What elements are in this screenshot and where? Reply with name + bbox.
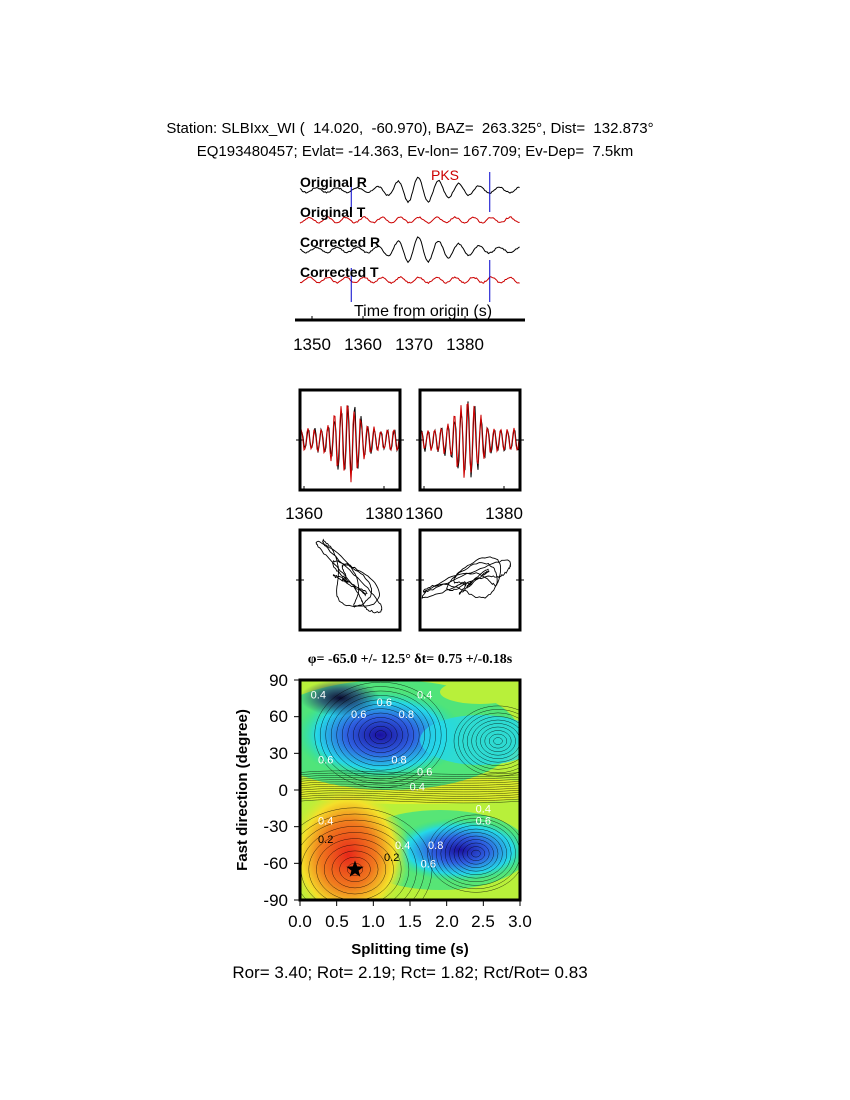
contour-label: 0.4 [417, 690, 432, 702]
particle-motion-panels [296, 528, 524, 632]
waveform-panels: 1360 1380 1360 1380 [285, 388, 524, 523]
y-axis-label: Fast direction (degree) [234, 709, 251, 871]
contour-label: 0.6 [377, 697, 392, 709]
trace-tick-label: 1360 [344, 335, 382, 354]
x-tick-label: 2.5 [471, 912, 495, 931]
trace-label-corrected-t: Corrected T [300, 264, 379, 280]
trace-ticks [311, 316, 466, 320]
trace-panel: PKS Original R Original T Corrected R Co… [293, 167, 525, 354]
contour-label: 0.8 [428, 840, 443, 852]
y-tick-label: -30 [263, 817, 288, 836]
particle-right-frame [418, 528, 522, 632]
particle-motion-trace [421, 556, 511, 599]
contour-label: 0.4 [311, 690, 326, 702]
trace-lines [299, 172, 520, 302]
x-tick-label: 1.5 [398, 912, 422, 931]
waveform-left-tick: 1380 [365, 504, 403, 523]
header-station-line: Station: SLBIxx_WI ( 14.020, -60.970), B… [166, 120, 654, 137]
contour-label: 0.4 [395, 840, 410, 852]
waveform-panel-right [416, 401, 524, 490]
x-tick-label: 1.0 [361, 912, 385, 931]
particle-motion-right [416, 556, 524, 599]
waveform-trace-red [299, 405, 401, 483]
x-tick-label: 0.5 [325, 912, 349, 931]
trace-original-t [299, 216, 520, 224]
contour-label: 0.6 [417, 767, 432, 779]
contour-label: 0.8 [399, 709, 414, 721]
trace-label-corrected-r: Corrected R [300, 234, 380, 250]
waveform-right-tick: 1360 [405, 504, 443, 523]
particle-left-frame [298, 528, 402, 632]
trace-tick-label: 1350 [293, 335, 331, 354]
contour-label: 0.6 [351, 709, 366, 721]
waveform-left-tick: 1360 [285, 504, 323, 523]
trace-tick-label: 1370 [395, 335, 433, 354]
footer-ratios: Ror= 3.40; Rot= 2.19; Rct= 1.82; Rct/Rot… [232, 963, 588, 982]
waveform-left-frame [298, 388, 402, 492]
trace-axis-title: Time from origin (s) [354, 303, 492, 320]
y-tick-label: -90 [263, 891, 288, 910]
x-tick-label: 3.0 [508, 912, 532, 931]
waveform-trace-red [419, 402, 521, 478]
y-tick-label: -60 [263, 854, 288, 873]
waveform-right-tick: 1380 [485, 504, 523, 523]
contour-label: 0.4 [410, 781, 425, 793]
particle-motion-trace [315, 538, 383, 614]
phase-label: PKS [431, 167, 459, 183]
trace-corrected-r [299, 236, 520, 264]
header-event-line: EQ193480457; Evlat= -14.363, Ev-lon= 167… [196, 143, 634, 160]
grid-search-ticks [294, 679, 521, 906]
best-fit-star-icon [346, 860, 364, 877]
contour-label: 0.4 [476, 803, 491, 815]
contour-label: 0.6 [421, 858, 436, 870]
grid-search-colormap [300, 680, 520, 900]
x-tick-label: 0.0 [288, 912, 312, 931]
waveform-right-frame [418, 388, 522, 492]
trace-corrected-t [299, 275, 520, 285]
waveform-panel-left [296, 405, 404, 490]
trace-label-original-r: Original R [300, 174, 367, 190]
x-tick-label: 2.0 [435, 912, 459, 931]
grid-search-plot: 0.40.60.80.60.40.6 0.80.60.40.40.60.40.20… [234, 671, 532, 958]
y-tick-label: 90 [269, 671, 288, 690]
contour-label: 0.2 [318, 834, 333, 846]
x-axis-label: Splitting time (s) [351, 941, 469, 958]
y-tick-label: 60 [269, 707, 288, 726]
trace-tick-label: 1380 [446, 335, 484, 354]
y-tick-label: 0 [279, 781, 288, 800]
trace-label-original-t: Original T [300, 204, 366, 220]
particle-motion-left [296, 538, 404, 614]
contour-label: 0.2 [384, 852, 399, 864]
contour-label: 0.4 [318, 816, 333, 828]
contour-label: 0.8 [391, 754, 406, 766]
contour-label: 0.6 [318, 754, 333, 766]
y-tick-label: 30 [269, 744, 288, 763]
trace-original-r [299, 176, 520, 204]
contour-label: 0.6 [476, 816, 491, 828]
grid-search-title: φ= -65.0 +/- 12.5° δt= 0.75 +/-0.18s [307, 652, 513, 667]
contour-labels: 0.40.60.80.60.40.6 0.80.60.40.40.60.40.20… [311, 690, 491, 871]
